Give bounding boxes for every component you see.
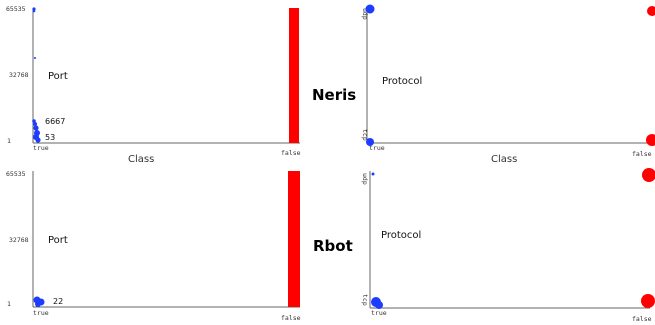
data-point [32, 7, 36, 11]
y-tick-label: udp [361, 8, 369, 20]
true-class-points [33, 296, 45, 307]
panel-rbot-protocol: udp tcp true false Protocol [361, 168, 655, 323]
data-point [371, 172, 375, 176]
data-point [366, 138, 374, 146]
y-tick-label: 65535 [6, 170, 26, 178]
false-class-band [289, 8, 299, 143]
x-tick-label: false [632, 150, 652, 158]
data-point [35, 137, 41, 143]
true-class-points [32, 7, 41, 143]
data-point [32, 119, 36, 123]
y-variable-label: Protocol [381, 230, 421, 241]
x-tick-label: true [369, 144, 385, 152]
y-variable-label: Protocol [382, 76, 422, 87]
data-point [35, 301, 41, 307]
data-point [647, 6, 655, 16]
dataset-label: Neris [312, 86, 356, 104]
y-variable-label: Port [48, 71, 68, 82]
x-tick-label: false [632, 315, 652, 323]
data-point [33, 122, 37, 126]
y-tick-label: 1 [7, 300, 11, 308]
dataset-label: Rbot [313, 237, 353, 255]
y-tick-label: 65535 [6, 5, 26, 13]
data-point [646, 134, 655, 146]
data-point [641, 294, 655, 308]
panel-neris-port: 65535 32768 1 true false Class Port 6667… [6, 5, 301, 165]
false-class-band [288, 171, 300, 307]
y-tick-labels: udp tcp [361, 8, 369, 141]
y-tick-label: udp [361, 173, 369, 185]
annotation-port: 53 [45, 133, 55, 142]
data-point [32, 9, 36, 13]
annotation-port: 22 [53, 297, 63, 306]
y-tick-labels: udp tcp [361, 173, 369, 306]
x-tick-label: true [33, 144, 49, 152]
y-tick-label: 32768 [9, 236, 29, 244]
y-variable-label: Port [48, 235, 68, 246]
x-tick-label: false [281, 149, 301, 157]
data-point [365, 4, 375, 14]
x-tick-label: false [281, 314, 301, 322]
y-tick-label: 1 [7, 137, 11, 145]
panel-neris-protocol: udp tcp true false Class Protocol [361, 4, 655, 165]
x-tick-label: true [371, 309, 387, 317]
data-point [375, 301, 383, 309]
panel-rbot-port: 65535 32768 1 true false Port 22 [6, 170, 301, 322]
y-tick-label: tcp [361, 129, 369, 141]
y-tick-label: 32768 [9, 71, 29, 79]
x-axis-title: Class [128, 154, 154, 165]
annotation-port: 6667 [45, 117, 65, 126]
data-point [642, 168, 655, 182]
data-point [33, 125, 39, 131]
y-tick-label: tcp [361, 294, 369, 306]
x-axis-title: Class [491, 154, 517, 165]
x-tick-label: true [33, 309, 49, 317]
data-point [34, 57, 36, 59]
